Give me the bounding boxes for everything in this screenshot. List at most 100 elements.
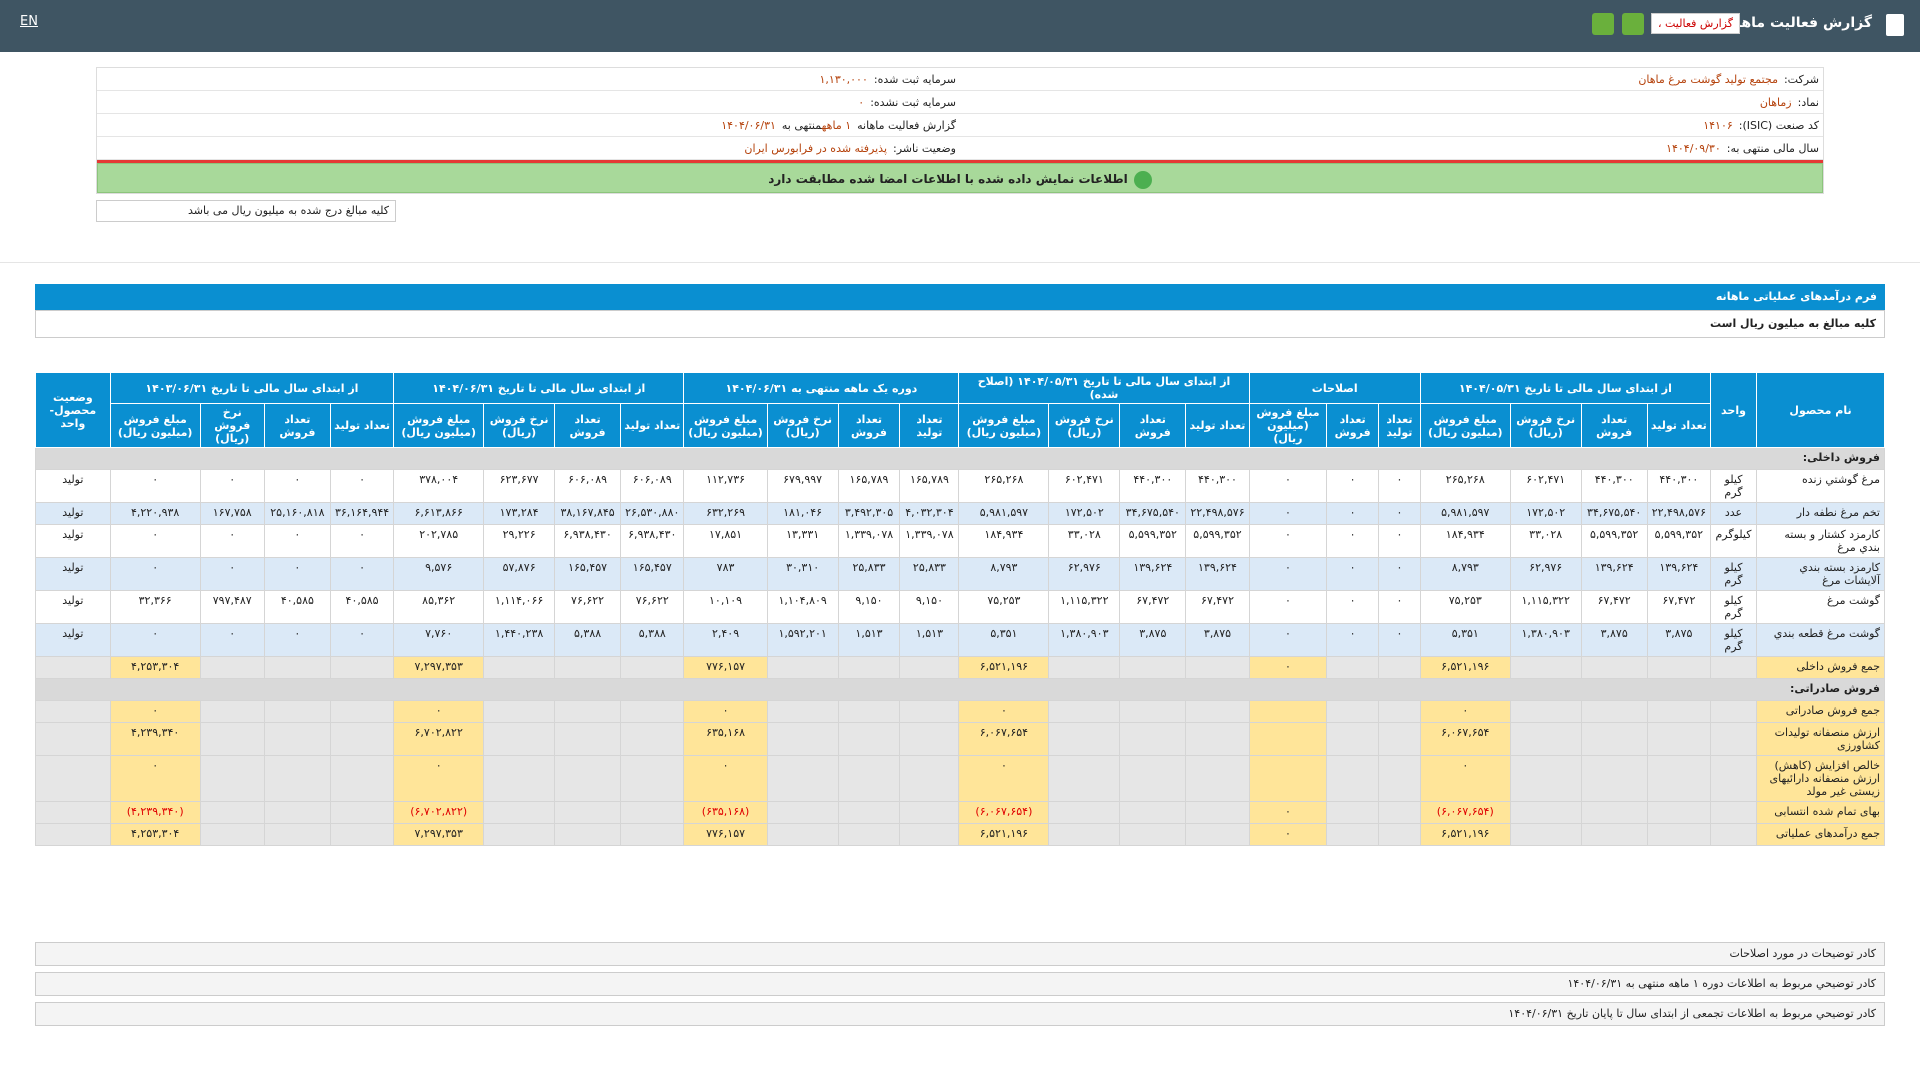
- info-value: ۱,۱۳۰,۰۰۰: [819, 72, 868, 86]
- table-cell: ۰: [1248, 502, 1328, 525]
- table-cell: ۶۰۶,۰۸۹: [554, 469, 622, 503]
- language-link[interactable]: EN: [20, 14, 38, 29]
- table-cell: [1709, 722, 1758, 756]
- table-cell: [483, 722, 556, 756]
- table-cell: (۴,۲۳۹,۳۴۰): [109, 801, 201, 824]
- table-cell: [1326, 722, 1380, 756]
- table-cell: [899, 823, 960, 846]
- table-cell: ۵,۵۹۹,۳۵۲: [1580, 524, 1648, 558]
- table-cell: [899, 755, 960, 802]
- table-cell: ۶۲,۹۷۶: [1509, 557, 1582, 591]
- note-box: کادر توضیحي مربوط به اطلاعات دوره ۱ ماهه…: [35, 972, 1885, 996]
- table-cell: [766, 656, 839, 679]
- table-cell: [620, 722, 685, 756]
- table-cell: [1119, 656, 1187, 679]
- table-cell: [899, 801, 960, 824]
- table-cell: [1646, 656, 1711, 679]
- table-cell: [1185, 801, 1250, 824]
- table-cell: ۷۵,۲۵۳: [958, 590, 1050, 624]
- table-cell: ۱,۴۴۰,۲۳۸: [483, 623, 556, 657]
- prev-button[interactable]: [1592, 13, 1614, 35]
- note-box: کادر توضیحات در مورد اصلاحات: [35, 942, 1885, 966]
- table-cell: تولید: [35, 623, 111, 657]
- table-cell: ۷۹۷,۴۸۷: [199, 590, 265, 624]
- table-cell: ۶۷,۴۷۲: [1580, 590, 1648, 624]
- table-cell: ۶,۰۶۷,۶۵۴: [1419, 722, 1511, 756]
- table-cell: ۷,۲۹۷,۳۵۳: [393, 823, 485, 846]
- table-cell: ۱۷۳,۲۸۴: [483, 502, 556, 525]
- table-cell: [1580, 801, 1648, 824]
- table-cell: [766, 823, 839, 846]
- table-cell: کیلو گرم: [1709, 557, 1758, 591]
- table-cell: ۹,۱۵۰: [899, 590, 960, 624]
- table-cell: ۰: [683, 755, 768, 802]
- table-cell: [766, 722, 839, 756]
- table-cell: ۳۴,۶۷۵,۵۴۰: [1119, 502, 1187, 525]
- info-value: ۱۴۱۰۶: [1703, 118, 1733, 132]
- info-value: پذیرفته شده در فرابورس ایران: [744, 141, 888, 155]
- table-cell: [35, 700, 111, 723]
- table-cell: ۶۳۵,۱۶۸: [683, 722, 768, 756]
- table-cell: ۱۶۵,۴۵۷: [620, 557, 685, 591]
- table-cell: [1119, 722, 1187, 756]
- table-cell: ۱۰,۱۰۹: [683, 590, 768, 624]
- info-value: ۰: [858, 95, 865, 109]
- table-cell: [1646, 755, 1711, 802]
- table-cell: ۰: [263, 524, 331, 558]
- notice-text: اطلاعات نمایش داده شده با اطلاعات امضا ش…: [768, 172, 1128, 186]
- table-cell: [1119, 823, 1187, 846]
- next-button[interactable]: [1622, 13, 1644, 35]
- info-value: ۱۴۰۴/۰۹/۳۰: [1666, 141, 1721, 155]
- column-header: مبلغ فروش (میلیون ریال): [393, 403, 485, 448]
- table-cell: [329, 656, 395, 679]
- table-cell: ۳,۸۷۵: [1580, 623, 1648, 657]
- table-cell: ۰: [683, 700, 768, 723]
- table-cell: [1509, 823, 1582, 846]
- table-cell: ۶۰۲,۴۷۱: [1048, 469, 1121, 503]
- table-cell: [263, 823, 331, 846]
- table-cell: ۰: [1326, 623, 1380, 657]
- info-box: شرکت: مجتمع تولید گوشت مرغ ماهان سرمایه ثب…: [96, 67, 1824, 194]
- report-dropdown[interactable]: گزارش فعالیت ،: [1650, 13, 1740, 34]
- info-row: شرکت: مجتمع تولید گوشت مرغ ماهان سرمایه ثب…: [97, 68, 1823, 91]
- form-title: فرم درآمدهای عملیاتی ماهانه: [35, 284, 1885, 310]
- table-cell: ۱۸۴,۹۳۴: [958, 524, 1050, 558]
- table-cell: ۰: [199, 557, 265, 591]
- table-cell: [329, 755, 395, 802]
- table-cell: [1185, 656, 1250, 679]
- table-cell: ۲۶۵,۲۶۸: [1419, 469, 1511, 503]
- table-cell: ۲۵,۸۳۳: [837, 557, 901, 591]
- table-cell: [1709, 755, 1758, 802]
- separator: [0, 262, 1920, 263]
- table-cell: ۰: [109, 469, 201, 503]
- table-cell: [899, 722, 960, 756]
- table-cell: [1185, 722, 1250, 756]
- product-name: ارزش منصفانه تولیدات کشاورزی: [1756, 722, 1885, 756]
- table-cell: ۰: [393, 755, 485, 802]
- table-cell: ۶۷,۴۷۲: [1119, 590, 1187, 624]
- table-cell: [1248, 700, 1328, 723]
- table-cell: ۸۵,۳۶۲: [393, 590, 485, 624]
- table-cell: ۰: [109, 755, 201, 802]
- table-cell: ۶,۶۱۳,۸۶۶: [393, 502, 485, 525]
- info-cell: نماد: زماهان: [960, 96, 1823, 109]
- table-cell: کیلو گرم: [1709, 623, 1758, 657]
- table-cell: ۱,۱۱۵,۳۲۲: [1509, 590, 1582, 624]
- table-cell: [1048, 722, 1121, 756]
- table-cell: ۰: [1419, 755, 1511, 802]
- table-cell: [1646, 823, 1711, 846]
- table-cell: [1378, 801, 1421, 824]
- table-cell: [1580, 656, 1648, 679]
- product-name: کارمزد بسته بندي آلايشات مرغ: [1756, 557, 1885, 591]
- info-label: شرکت:: [1783, 72, 1819, 86]
- table-cell: [329, 801, 395, 824]
- report-icon: [1886, 14, 1904, 36]
- table-cell: ۰: [1378, 502, 1421, 525]
- column-header: وضعیت محصول- واحد: [35, 372, 111, 448]
- table-cell: تولید: [35, 469, 111, 503]
- info-label: سرمایه ثبت نشده:: [870, 95, 956, 109]
- revenue-table: نام محصول واحد از ابتدای سال مالی تا تاریخ…: [35, 372, 1885, 846]
- table-cell: ۴,۲۳۹,۳۴۰: [109, 722, 201, 756]
- column-header: نرخ فروش (ریال): [483, 403, 556, 448]
